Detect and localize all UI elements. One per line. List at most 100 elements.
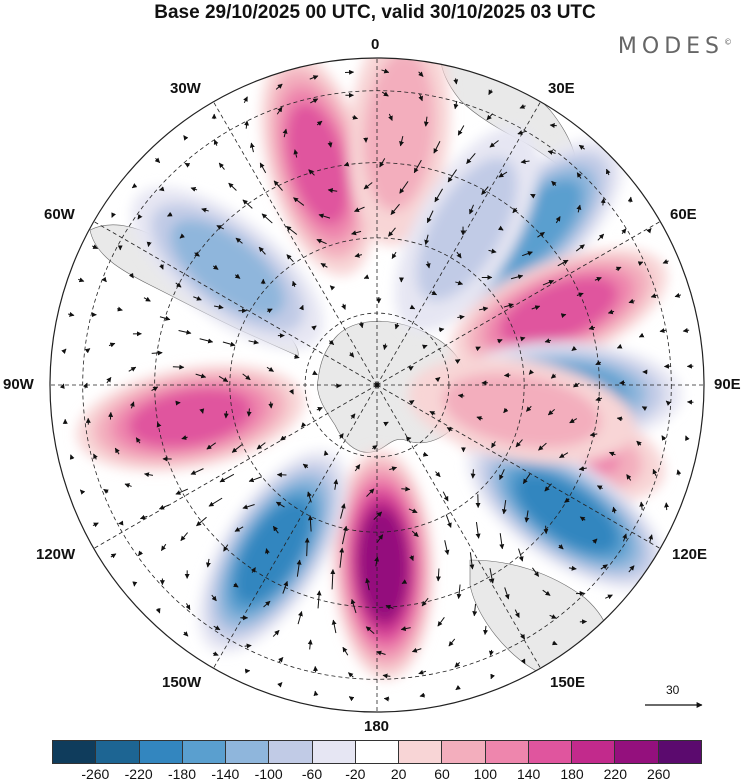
colorbar-cell: [399, 741, 443, 763]
wind-arrow: [307, 515, 313, 532]
wind-arrow: [184, 162, 191, 168]
wind-arrow: [156, 422, 162, 428]
wind-arrow: [376, 650, 386, 656]
wind-arrow: [272, 629, 280, 637]
wind-arrow: [195, 373, 207, 379]
anomaly-contour: [128, 388, 252, 448]
wind-arrow: [291, 280, 297, 287]
wind-arrow: [103, 488, 109, 494]
wind-arrow: [313, 690, 319, 697]
wind-arrow: [517, 130, 527, 135]
wind-arrow: [564, 497, 570, 503]
wind-arrow: [489, 140, 499, 148]
wind-arrow: [302, 463, 309, 469]
wind-arrow: [312, 370, 318, 376]
colorbar-cell: [442, 741, 486, 763]
wind-arrow: [549, 123, 557, 129]
anomaly-center: [333, 449, 434, 680]
wind-arrow: [382, 673, 391, 679]
wind-arrow: [638, 332, 645, 338]
wind-arrow: [316, 120, 323, 126]
wind-arrow: [595, 396, 603, 402]
wind-arrow: [242, 199, 253, 209]
wind-arrow: [515, 439, 523, 448]
wind-arrow: [445, 514, 452, 528]
wind-arrow: [425, 261, 431, 269]
wind-arrow: [499, 469, 505, 481]
wind-arrow: [641, 406, 648, 411]
wind-arrow: [555, 216, 561, 224]
wind-arrow: [390, 203, 400, 215]
wind-arrow: [418, 669, 427, 675]
wind-arrow: [320, 262, 328, 268]
lon-label-90e: 90E: [714, 376, 741, 393]
wind-arrow: [84, 348, 91, 354]
lon-label-30w: 30W: [170, 80, 201, 97]
wind-arrow: [358, 321, 364, 329]
wind-arrow: [128, 366, 137, 372]
wind-arrow: [431, 290, 438, 296]
wind-arrow: [233, 582, 239, 588]
wind-arrow: [433, 141, 441, 154]
wind-arrow: [385, 604, 394, 610]
wind-arrow: [234, 526, 244, 532]
wind-arrow: [383, 696, 390, 702]
wind-arrow: [159, 264, 164, 270]
wind-arrow: [438, 327, 445, 333]
wind-arrow: [394, 323, 400, 330]
wind-arrow: [475, 346, 481, 352]
wind-arrow: [135, 437, 141, 444]
wind-arrow: [306, 491, 312, 503]
wind-arrow: [489, 568, 495, 584]
lon-label-150w: 150W: [162, 674, 202, 691]
wind-arrow: [411, 647, 422, 653]
wind-arrow: [183, 135, 189, 141]
wind-arrow: [520, 658, 526, 665]
wind-arrow: [213, 304, 224, 310]
wind-arrow: [246, 408, 252, 417]
wind-arrow: [263, 600, 271, 608]
wind-arrow: [374, 556, 380, 567]
wind-arrow: [190, 468, 204, 475]
wind-arrow: [110, 553, 117, 559]
wind-arrow: [434, 188, 443, 203]
wind-arrow: [231, 444, 243, 453]
wind-arrow: [289, 388, 294, 395]
wind-arrow: [365, 577, 371, 591]
colorbar-cell: [485, 741, 529, 763]
wind-arrow: [616, 343, 623, 349]
anomaly-contour: [416, 157, 518, 301]
brand-copyright: ©: [724, 37, 732, 47]
wind-arrow: [79, 489, 86, 495]
wind-arrow: [444, 540, 450, 556]
wind-arrow: [158, 504, 170, 510]
wind-arrow: [311, 325, 317, 331]
wind-arrow: [457, 314, 465, 320]
wind-arrow: [159, 315, 171, 321]
colorbar-tick-label: 100: [473, 766, 498, 782]
wind-arrow: [418, 93, 423, 102]
wind-arrow: [401, 486, 411, 492]
wind-arrow: [69, 454, 75, 460]
wind-arrow: [401, 579, 408, 585]
colorbar-cell: [312, 741, 356, 763]
wind-arrow: [576, 292, 584, 298]
wind-arrow: [350, 413, 356, 419]
wind-arrow: [208, 497, 223, 507]
colorbar-tick-label: 220: [603, 766, 628, 782]
lon-label-120e: 120E: [672, 546, 708, 563]
wind-arrow: [373, 511, 383, 521]
wind-arrow: [528, 369, 534, 375]
wind-arrow: [558, 544, 564, 550]
wind-arrow: [196, 516, 207, 527]
colorbar-tick-label: 260: [646, 766, 671, 782]
wind-arrow: [299, 304, 304, 311]
wind-arrow: [235, 237, 243, 244]
wind-arrow: [437, 617, 445, 627]
wind-arrow: [286, 225, 298, 235]
wind-arrow: [476, 416, 483, 421]
wind-arrow: [190, 186, 198, 192]
wind-arrow: [242, 373, 251, 381]
colorbar: [52, 740, 702, 764]
wind-arrow: [261, 213, 273, 224]
